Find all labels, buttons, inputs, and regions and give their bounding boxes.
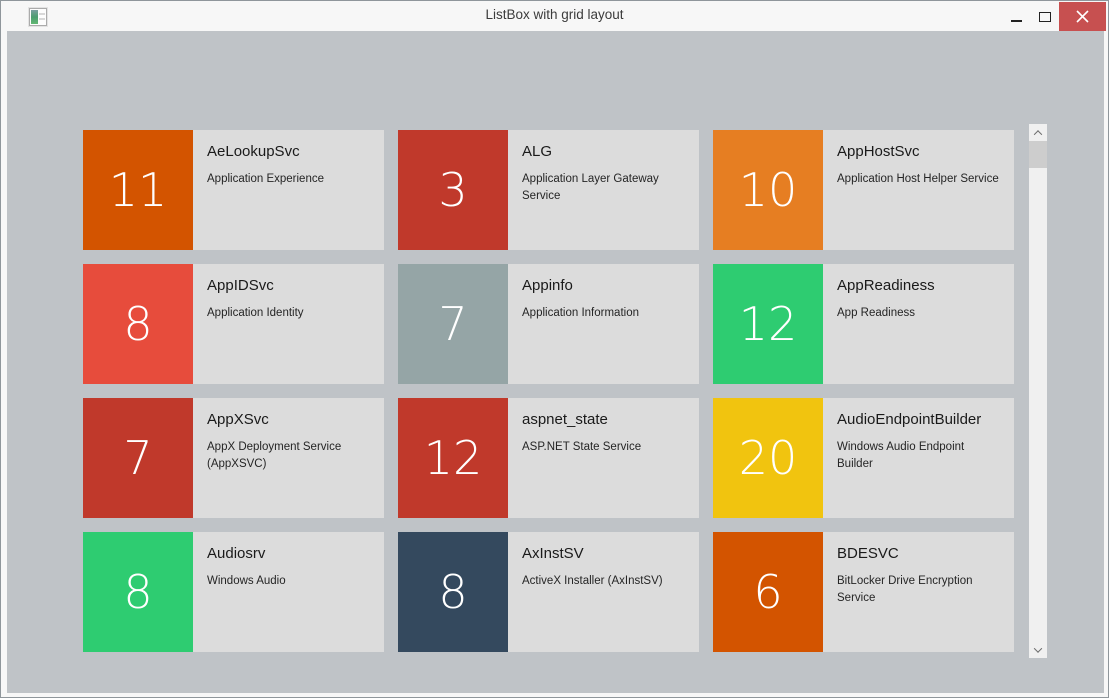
service-description: Application Layer Gateway Service <box>522 173 659 203</box>
service-text: AppXSvc AppX Deployment Service (AppXSVC… <box>193 398 384 518</box>
service-description: Application Host Helper Service <box>837 173 999 185</box>
service-text: AppIDSvc Application Identity <box>193 264 384 384</box>
service-name: AppReadiness <box>837 277 935 294</box>
scroll-down-button[interactable] <box>1029 641 1047 658</box>
service-count-badge: 6 <box>713 532 823 652</box>
service-list-item[interactable]: 12 AppReadiness App Readiness <box>713 264 1014 384</box>
service-list-item[interactable]: 20 AudioEndpointBuilder Windows Audio En… <box>713 398 1014 518</box>
service-count-badge: 8 <box>398 532 508 652</box>
maximize-button[interactable] <box>1031 2 1059 31</box>
service-count-badge: 7 <box>83 398 193 518</box>
service-list-item[interactable]: 6 BDESVC BitLocker Drive Encryption Serv… <box>713 532 1014 652</box>
service-name: AxInstSV <box>522 545 584 562</box>
service-count-badge: 8 <box>83 532 193 652</box>
service-count-badge: 12 <box>713 264 823 384</box>
service-text: ALG Application Layer Gateway Service <box>508 130 699 250</box>
service-list-item[interactable]: 8 AxInstSV ActiveX Installer (AxInstSV) <box>398 532 699 652</box>
service-list-item[interactable]: 10 AppHostSvc Application Host Helper Se… <box>713 130 1014 250</box>
service-text: aspnet_state ASP.NET State Service <box>508 398 699 518</box>
service-name: BDESVC <box>837 545 899 562</box>
app-icon-line <box>39 13 45 15</box>
scrollbar-thumb[interactable] <box>1029 141 1047 168</box>
service-count: 11 <box>108 163 168 217</box>
service-count-badge: 20 <box>713 398 823 518</box>
service-description: Application Identity <box>207 307 304 319</box>
service-name: ALG <box>522 143 553 160</box>
client-area: 11 AeLookupSvc Application Experience 3 … <box>7 31 1104 693</box>
service-description: BitLocker Drive Encryption Service <box>837 575 973 605</box>
service-name: AeLookupSvc <box>207 143 300 160</box>
service-count: 7 <box>123 431 153 485</box>
service-name: AppIDSvc <box>207 277 274 294</box>
service-name: AppHostSvc <box>837 143 920 160</box>
close-button[interactable] <box>1059 2 1106 31</box>
service-text: Audiosrv Windows Audio <box>193 532 384 652</box>
service-count: 12 <box>738 297 798 351</box>
vertical-scrollbar[interactable] <box>1029 124 1047 658</box>
service-count: 12 <box>423 431 483 485</box>
chevron-up-icon <box>1033 129 1043 139</box>
service-description: Windows Audio Endpoint Builder <box>837 441 965 471</box>
service-name: Audiosrv <box>207 545 266 562</box>
service-name: AudioEndpointBuilder <box>837 411 982 428</box>
service-description: ActiveX Installer (AxInstSV) <box>522 575 663 587</box>
service-grid: 11 AeLookupSvc Application Experience 3 … <box>83 130 1014 652</box>
service-name: AppXSvc <box>207 411 269 428</box>
service-description: Application Experience <box>207 173 324 185</box>
minimize-button[interactable] <box>1001 2 1031 31</box>
window-title: ListBox with grid layout <box>485 7 624 22</box>
service-count-badge: 3 <box>398 130 508 250</box>
service-text: AeLookupSvc Application Experience <box>193 130 384 250</box>
service-list-item[interactable]: 3 ALG Application Layer Gateway Service <box>398 130 699 250</box>
service-list-item[interactable]: 8 AppIDSvc Application Identity <box>83 264 384 384</box>
service-description: ASP.NET State Service <box>522 441 642 453</box>
service-text: AppHostSvc Application Host Helper Servi… <box>823 130 1014 250</box>
service-count-badge: 7 <box>398 264 508 384</box>
service-count-badge: 12 <box>398 398 508 518</box>
service-text: AppReadiness App Readiness <box>823 264 1014 384</box>
service-count-badge: 8 <box>83 264 193 384</box>
service-description: Windows Audio <box>207 575 286 587</box>
service-count: 8 <box>438 565 468 619</box>
service-list-item[interactable]: 11 AeLookupSvc Application Experience <box>83 130 384 250</box>
service-count: 10 <box>738 163 798 217</box>
service-name: aspnet_state <box>522 411 608 428</box>
service-list-item[interactable]: 7 Appinfo Application Information <box>398 264 699 384</box>
service-list-item[interactable]: 8 Audiosrv Windows Audio <box>83 532 384 652</box>
app-icon <box>29 8 47 26</box>
scroll-up-button[interactable] <box>1029 124 1047 141</box>
service-name: Appinfo <box>522 277 573 294</box>
service-count: 20 <box>738 431 798 485</box>
minimize-icon <box>1010 19 1022 22</box>
titlebar: ListBox with grid layout <box>1 1 1108 31</box>
service-description: Application Information <box>522 307 639 319</box>
service-count-badge: 10 <box>713 130 823 250</box>
service-count: 3 <box>438 163 468 217</box>
service-count: 8 <box>123 565 153 619</box>
service-text: Appinfo Application Information <box>508 264 699 384</box>
maximize-icon <box>1039 11 1051 22</box>
service-text: BDESVC BitLocker Drive Encryption Servic… <box>823 532 1014 652</box>
app-icon-accent <box>31 10 38 24</box>
service-list-item[interactable]: 7 AppXSvc AppX Deployment Service (AppXS… <box>83 398 384 518</box>
close-icon <box>1076 10 1089 23</box>
service-count-badge: 11 <box>83 130 193 250</box>
service-count: 6 <box>753 565 783 619</box>
service-count: 8 <box>123 297 153 351</box>
service-description: AppX Deployment Service (AppXSVC) <box>207 441 342 471</box>
service-text: AxInstSV ActiveX Installer (AxInstSV) <box>508 532 699 652</box>
app-icon-line <box>39 18 45 20</box>
chevron-down-icon <box>1033 643 1043 653</box>
service-list-item[interactable]: 12 aspnet_state ASP.NET State Service <box>398 398 699 518</box>
service-description: App Readiness <box>837 307 915 319</box>
service-text: AudioEndpointBuilder Windows Audio Endpo… <box>823 398 1014 518</box>
service-count: 7 <box>438 297 468 351</box>
